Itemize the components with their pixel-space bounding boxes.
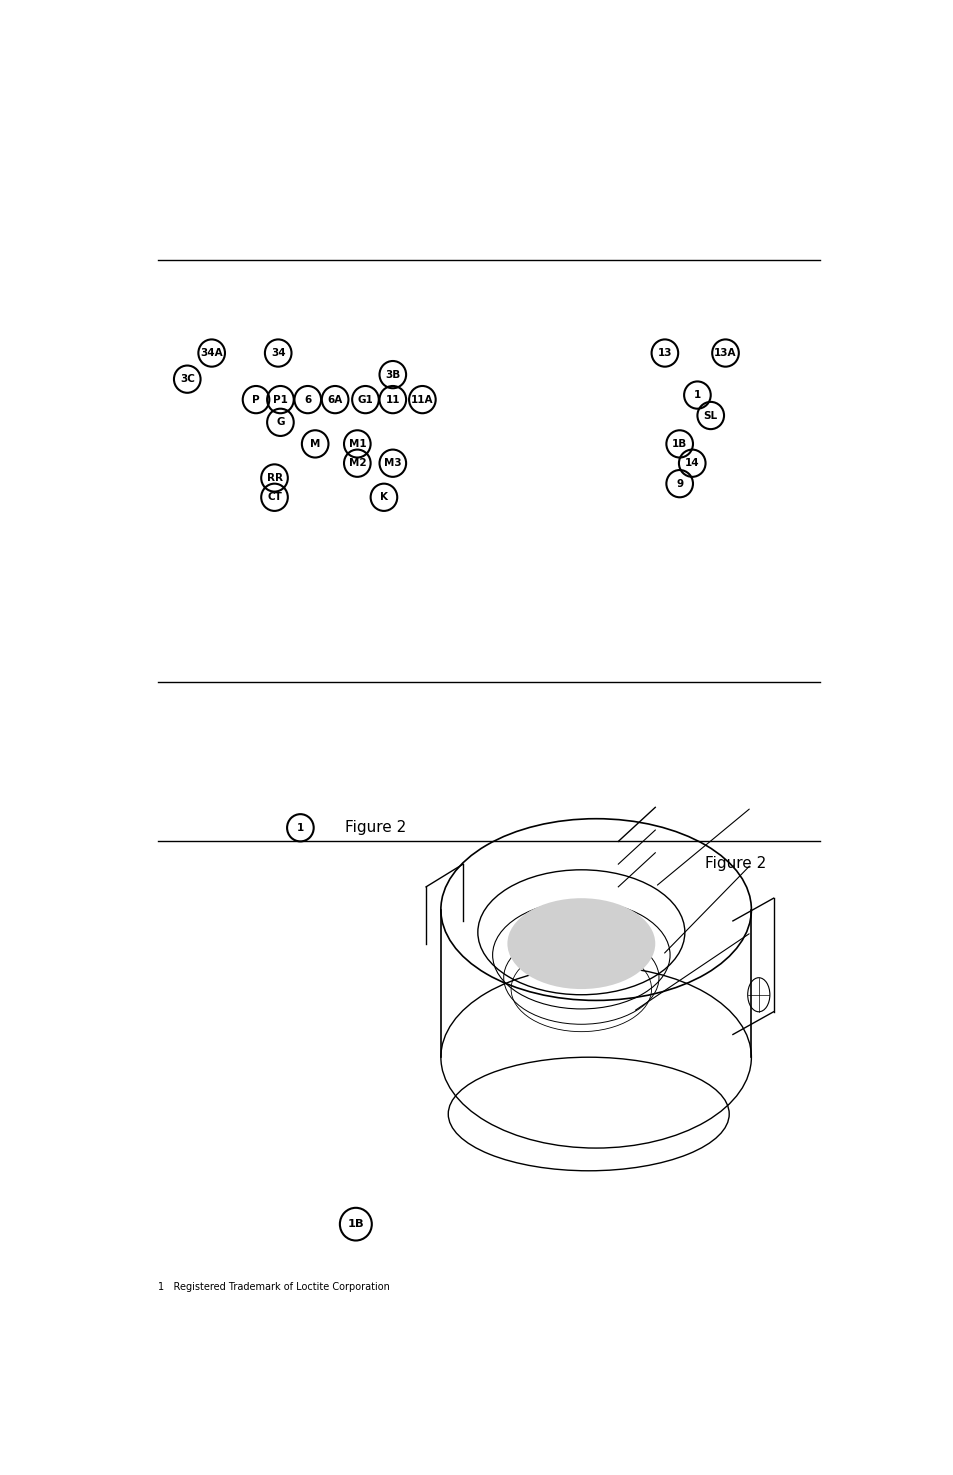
Text: 6: 6 xyxy=(304,395,311,404)
Text: P: P xyxy=(252,395,259,404)
Text: 13: 13 xyxy=(657,348,672,358)
Text: RR: RR xyxy=(266,473,282,482)
Text: CT: CT xyxy=(267,493,282,503)
Text: M: M xyxy=(310,440,320,448)
Ellipse shape xyxy=(507,898,655,990)
Text: 3C: 3C xyxy=(180,375,194,384)
Text: G: G xyxy=(275,417,284,428)
Text: 3B: 3B xyxy=(385,370,400,379)
Text: 6A: 6A xyxy=(327,395,342,404)
Text: 13A: 13A xyxy=(714,348,736,358)
Text: M1: M1 xyxy=(348,440,366,448)
Text: M2: M2 xyxy=(348,459,366,468)
Text: SL: SL xyxy=(703,410,717,420)
Text: 1B: 1B xyxy=(347,1220,364,1229)
Text: 11: 11 xyxy=(385,395,399,404)
Text: 14: 14 xyxy=(684,459,699,468)
Text: 1B: 1B xyxy=(671,440,686,448)
Text: P1: P1 xyxy=(273,395,288,404)
Text: Figure 2: Figure 2 xyxy=(344,820,406,835)
Text: 1: 1 xyxy=(296,823,304,833)
Text: 11A: 11A xyxy=(411,395,434,404)
Text: Figure 2: Figure 2 xyxy=(704,855,765,872)
Text: 1   Registered Trademark of Loctite Corporation: 1 Registered Trademark of Loctite Corpor… xyxy=(157,1282,389,1292)
Text: 9: 9 xyxy=(676,479,682,488)
Text: 34A: 34A xyxy=(200,348,223,358)
Text: 1: 1 xyxy=(693,389,700,400)
Text: K: K xyxy=(379,493,388,503)
Text: 34: 34 xyxy=(271,348,285,358)
Text: G1: G1 xyxy=(357,395,373,404)
Text: M3: M3 xyxy=(384,459,401,468)
